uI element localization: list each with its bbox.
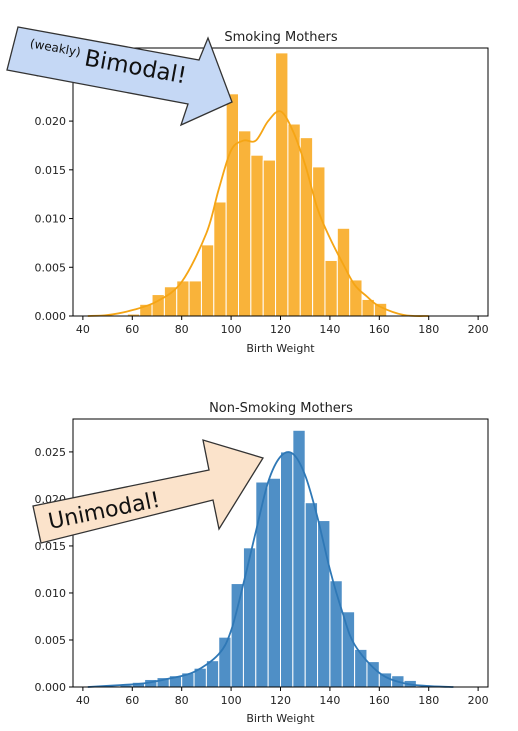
smoking-kde-line: [87, 110, 429, 317]
nonsmoking-bar: [304, 502, 319, 688]
nonsmoking-x-axis-label: Birth Weight: [246, 712, 315, 725]
smoking-bar: [287, 123, 301, 317]
bimodal-callout: (weakly) Bimodal!: [6, 26, 233, 127]
nonsmoking-x-tick-label: 180: [418, 694, 439, 707]
nonsmoking-bar: [329, 580, 343, 688]
smoking-bar: [188, 280, 202, 317]
nonsmoking-bar: [267, 477, 281, 688]
nonsmoking-bar: [255, 481, 269, 688]
smoking-bar: [200, 244, 215, 317]
nonsmoking-bar: [205, 660, 220, 688]
smoking-x-tick-label: 100: [221, 323, 242, 336]
smoking-x-tick-label: 40: [76, 323, 90, 336]
smoking-bar: [312, 166, 326, 317]
smoking-x-tick-label: 180: [418, 323, 439, 336]
smoking-x-tick-label: 200: [468, 323, 489, 336]
smoking-x-tick-label: 80: [175, 323, 189, 336]
smoking-x-tick-label: 60: [125, 323, 139, 336]
nonsmoking-x-tick-label: 200: [468, 694, 489, 707]
nonsmoking-x-tick-label: 40: [76, 694, 90, 707]
smoking-x-axis-label: Birth Weight: [246, 342, 315, 355]
unimodal-arrow-shape: [32, 439, 264, 544]
nonsmoking-x-tick-label: 160: [369, 694, 390, 707]
nonsmoking-y-tick-label: 0.015: [35, 540, 67, 553]
smoking-x-tick-label: 140: [319, 323, 340, 336]
smoking-chart-title: Smoking Mothers: [224, 30, 337, 45]
smoking-x-ticks: 40 60 80 100 120 140 160 180 200: [76, 316, 489, 336]
smoking-bar: [250, 154, 264, 317]
smoking-x-tick-label: 160: [369, 323, 390, 336]
smoking-bar: [225, 93, 240, 317]
smoking-bar: [275, 52, 289, 317]
smoking-bar: [213, 201, 227, 317]
smoking-y-tick-label: 0.000: [35, 310, 67, 323]
nonsmoking-kde-line: [87, 451, 454, 688]
nonsmoking-bar: [341, 611, 356, 688]
nonsmoking-x-tick-label: 120: [270, 694, 291, 707]
smoking-bar: [238, 130, 252, 317]
nonsmoking-y-tick-label: 0.000: [35, 681, 67, 694]
bimodal-arrow-shape: [6, 26, 233, 127]
smoking-bar: [163, 286, 178, 317]
nonsmoking-bars: [119, 429, 417, 688]
smoking-bar: [299, 137, 314, 317]
unimodal-callout: Unimodal!: [32, 439, 264, 544]
nonsmoking-chart-title: Non-Smoking Mothers: [209, 401, 353, 416]
smoking-kde: [87, 110, 429, 317]
nonsmoking-y-tick-label: 0.025: [35, 446, 67, 459]
smoking-y-tick-label: 0.010: [35, 213, 67, 226]
nonsmoking-y-tick-label: 0.005: [35, 634, 67, 647]
smoking-x-tick-label: 120: [270, 323, 291, 336]
smoking-bar: [262, 159, 277, 317]
nonsmoking-bar: [230, 583, 244, 688]
nonsmoking-x-tick-label: 60: [125, 694, 139, 707]
nonsmoking-y-tick-label: 0.010: [35, 587, 67, 600]
nonsmoking-chart: Non-Smoking Mothers 40 60 80 100 120 140 160 18…: [35, 401, 489, 725]
nonsmoking-x-tick-label: 100: [221, 694, 242, 707]
nonsmoking-x-tick-label: 140: [319, 694, 340, 707]
nonsmoking-bar: [242, 547, 257, 688]
smoking-bar: [324, 259, 338, 317]
nonsmoking-bar: [366, 661, 380, 688]
nonsmoking-kde: [87, 451, 454, 688]
nonsmoking-x-tick-label: 80: [175, 694, 189, 707]
smoking-y-tick-label: 0.020: [35, 115, 67, 128]
smoking-y-tick-label: 0.005: [35, 261, 67, 274]
nonsmoking-x-ticks: 40 60 80 100 120 140 160 180 200: [76, 687, 489, 707]
nonsmoking-bar: [280, 451, 294, 688]
smoking-y-tick-label: 0.015: [35, 164, 67, 177]
